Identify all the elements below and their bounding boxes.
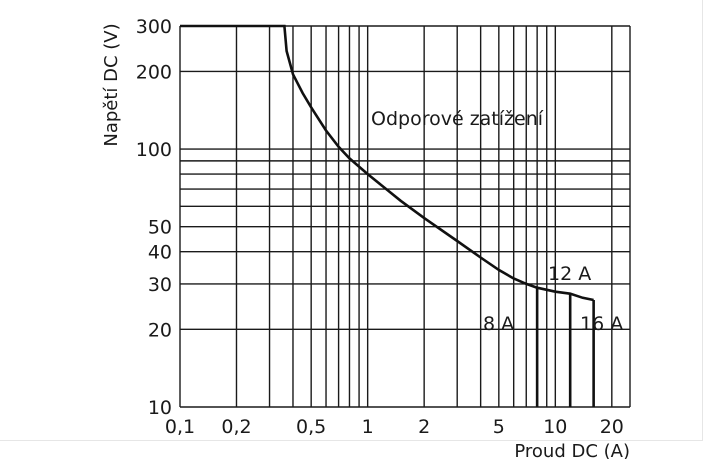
y-tick-label: 20: [148, 319, 172, 341]
x-tick-label: 20: [600, 416, 624, 438]
y-axis-title: Napětí DC (V): [101, 23, 122, 146]
figure-border: [0, 0, 703, 441]
x-tick-label: 10: [543, 416, 567, 438]
annotation-12a: 12 A: [548, 263, 591, 285]
x-tick-label: 5: [493, 416, 505, 438]
y-tick-label: 10: [148, 397, 172, 419]
y-tick-label: 100: [136, 139, 172, 161]
y-tick-label: 40: [148, 242, 172, 264]
x-tick-label: 0,2: [221, 416, 251, 438]
annotation-8a: 8 A: [483, 313, 514, 335]
annotation-16a: 16 A: [580, 313, 623, 335]
annotation-resistive-load: Odporové zatížení: [371, 108, 544, 130]
x-tick-label: 1: [362, 416, 374, 438]
y-tick-label: 200: [136, 61, 172, 83]
series-line-resistive-load: [180, 24, 594, 302]
grid-lines: [179, 25, 631, 408]
tick-labels: 0,1 0,2 0,5 1 2 5 10 20 10 20 30 40 50 100 200 300: [136, 16, 624, 438]
x-axis-title: Proud DC (A): [514, 441, 630, 459]
x-tick-label: 0,1: [165, 416, 195, 438]
x-tick-label: 0,5: [296, 416, 326, 438]
y-tick-label: 300: [136, 16, 172, 38]
y-tick-label: 50: [148, 217, 172, 239]
curve-layer: [180, 24, 595, 407]
y-tick-label: 30: [148, 274, 172, 296]
x-tick-label: 2: [418, 416, 430, 438]
